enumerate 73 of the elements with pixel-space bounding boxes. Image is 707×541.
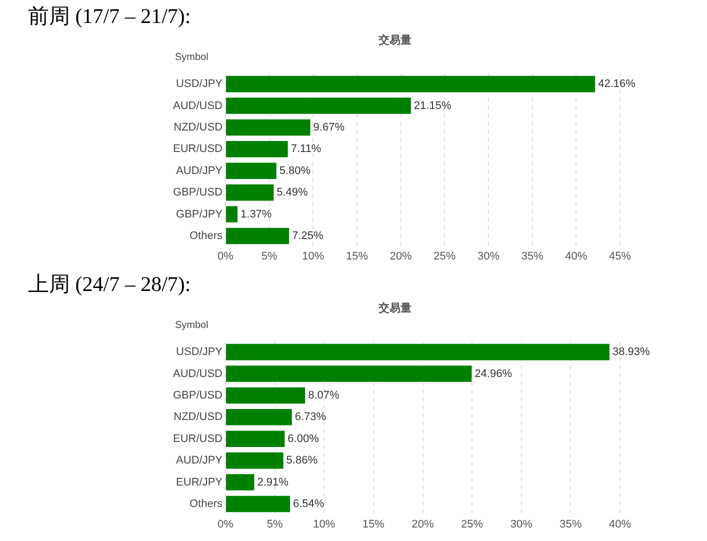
x-tick-label: 45% <box>608 250 632 262</box>
y-tick-label: AUD/JPY <box>176 454 224 467</box>
bar <box>226 141 288 158</box>
x-tick-label: 25% <box>461 518 484 530</box>
x-tick-label: 10% <box>302 250 324 262</box>
x-tick-label: 30% <box>477 250 500 262</box>
y-tick-label: AUD/USD <box>172 100 223 112</box>
chart-title: 上周 (24/7 – 28/7): <box>27 271 192 298</box>
y-axis-title: Symbol <box>175 52 208 63</box>
x-tick-label: 20% <box>390 250 412 262</box>
data-label: 42.16% <box>598 78 636 90</box>
x-tick-label: 0% <box>218 250 234 262</box>
x-tick-label: 15% <box>362 518 385 530</box>
bar <box>226 452 284 469</box>
x-tick-label: 0% <box>218 518 234 530</box>
y-tick-label: USD/JPY <box>176 78 224 90</box>
bar <box>226 430 285 447</box>
data-label: 6.54% <box>293 498 324 510</box>
bar <box>226 496 290 512</box>
chart-subtitle: 交易量 <box>378 302 412 315</box>
y-tick-label: EUR/USD <box>172 432 223 445</box>
y-tick-label: USD/JPY <box>176 346 224 358</box>
x-tick-label: 35% <box>521 250 544 262</box>
y-tick-label: GBP/USD <box>172 389 223 402</box>
x-tick-label: 20% <box>412 518 434 530</box>
x-tick-label: 40% <box>565 250 588 262</box>
bar <box>226 184 274 201</box>
y-tick-label: Others <box>189 498 224 510</box>
y-tick-label: EUR/USD <box>172 143 223 156</box>
x-tick-label: 40% <box>608 518 632 530</box>
data-label: 24.96% <box>474 368 512 380</box>
y-tick-label: GBP/USD <box>172 186 223 199</box>
bar <box>226 228 290 244</box>
y-tick-label: NZD/USD <box>174 411 223 424</box>
bar <box>226 409 292 426</box>
y-tick-label: AUD/JPY <box>176 164 224 177</box>
y-axis-title: Symbol <box>175 320 208 331</box>
data-label: 6.73% <box>294 411 326 424</box>
x-tick-label: 25% <box>434 250 456 262</box>
x-tick-label: 30% <box>510 518 533 530</box>
data-label: 8.07% <box>308 389 340 402</box>
data-label: 1.37% <box>240 208 272 220</box>
data-label: 6.00% <box>288 432 320 445</box>
y-tick-label: Others <box>189 230 224 242</box>
bar <box>226 98 411 114</box>
data-label: 38.93% <box>612 346 650 358</box>
x-tick-label: 10% <box>313 518 336 530</box>
bar <box>226 474 254 490</box>
data-label: 9.67% <box>313 121 345 134</box>
bar <box>226 344 610 360</box>
x-tick-label: 5% <box>266 518 283 530</box>
x-tick-label: 5% <box>261 250 278 262</box>
bar <box>226 162 276 179</box>
y-tick-label: NZD/USD <box>174 121 223 134</box>
chart-subtitle: 交易量 <box>378 34 412 47</box>
bar <box>226 206 238 222</box>
bar <box>226 119 310 136</box>
chart-title: 前周 (17/7 – 21/7): <box>27 3 192 30</box>
data-label: 5.80% <box>279 164 311 177</box>
y-tick-label: AUD/USD <box>172 368 223 380</box>
data-label: 21.15% <box>414 100 452 112</box>
y-tick-label: GBP/JPY <box>176 208 224 220</box>
data-label: 5.86% <box>286 454 318 467</box>
x-tick-label: 15% <box>346 250 368 262</box>
y-tick-label: EUR/JPY <box>176 476 224 488</box>
bar <box>226 76 596 92</box>
data-label: 7.11% <box>290 143 322 156</box>
data-label: 5.49% <box>276 186 308 199</box>
bar <box>226 387 306 404</box>
x-tick-label: 35% <box>560 518 582 530</box>
data-label: 7.25% <box>292 230 324 242</box>
data-label: 2.91% <box>257 476 289 488</box>
bar <box>226 366 472 382</box>
